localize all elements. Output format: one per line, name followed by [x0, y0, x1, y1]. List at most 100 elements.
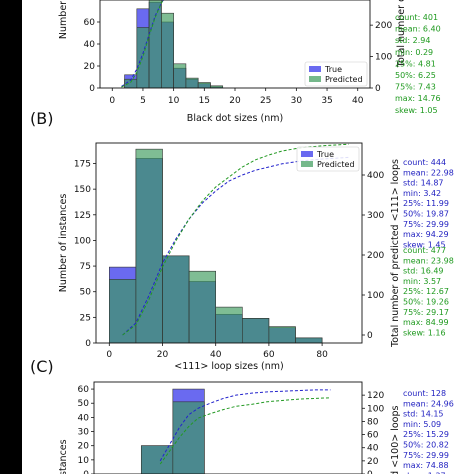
stats-predicted-line: 50%: 19.26 [403, 298, 449, 307]
stats-predicted-line: mean: 23.98 [403, 256, 454, 265]
y2-tick-label: 0 [375, 84, 381, 94]
stats-true-line: count: 128 [403, 389, 446, 398]
stats-predicted-line: count: 477 [403, 246, 446, 255]
legend-swatch-predicted [309, 76, 321, 82]
legend-swatch-predicted [301, 161, 313, 167]
stats-predicted-line: skew: 1.16 [403, 328, 446, 337]
stats-predicted-line: mean: 6.40 [395, 25, 441, 34]
x-tick-label: 20 [229, 96, 241, 106]
bar-predicted [215, 306, 243, 343]
stats-true-line: mean: 22.98 [403, 168, 454, 177]
bar-predicted [242, 318, 270, 343]
x-tick-label: 40 [210, 350, 222, 360]
y2-axis-label: Total number of [396, 0, 407, 68]
x-tick-label: 15 [199, 96, 210, 106]
y-axis-label: Number [58, 1, 69, 39]
y-tick-label: 50 [80, 288, 92, 298]
y-tick-label: 0 [89, 84, 95, 94]
bar-predicted [188, 270, 217, 343]
y-tick-label: 175 [74, 160, 91, 170]
bar-predicted [148, 0, 162, 88]
stats-predicted-line: count: 401 [395, 13, 438, 22]
legend-entry-true: True [324, 65, 342, 74]
y-tick-label: 75 [80, 262, 91, 272]
legend-entry-predicted: Predicted [317, 160, 355, 169]
stats-predicted-line: min: 0.29 [395, 48, 433, 57]
x-axis-label: Black dot sizes (nm) [187, 113, 283, 124]
x-tick-label: 30 [291, 96, 303, 106]
y-tick-label: 20 [84, 62, 96, 72]
stats-predicted-line: min: 3.57 [403, 277, 441, 286]
cumulative-line-predicted [159, 397, 331, 465]
plot-area [140, 388, 331, 474]
bar-predicted [172, 401, 205, 474]
y2-tick-label: 120 [367, 391, 384, 401]
legend-swatch-true [301, 151, 313, 157]
stats-predicted-line: 75%: 7.43 [395, 83, 436, 92]
y2-tick-label: 40 [367, 444, 379, 454]
stats-predicted-line: std: 2.94 [395, 36, 430, 45]
x-tick-label: 0 [109, 96, 115, 106]
bar-predicted [135, 148, 163, 343]
stats-true-line: min: 3.42 [403, 189, 441, 198]
stats-predicted-line: 50%: 6.25 [395, 71, 436, 80]
y2-tick-label: 0 [367, 331, 373, 341]
bar-predicted [210, 85, 224, 88]
bar-predicted [185, 77, 199, 88]
stats-true-line: 50%: 20.82 [403, 441, 449, 450]
y-tick-label: 100 [74, 236, 91, 246]
y-tick-label: 60 [84, 18, 96, 28]
y2-tick-label: 80 [367, 417, 379, 427]
stats-true-line: count: 444 [403, 158, 446, 167]
stats-true-line: skew: 1.45 [403, 240, 446, 249]
y-tick-label: 60 [78, 385, 90, 395]
cumulative-line-predicted [121, 0, 164, 88]
stats-true-line: std: 14.87 [403, 179, 444, 188]
y-tick-label: 20 [78, 442, 90, 452]
bar-predicted [162, 255, 190, 343]
panel-label: (C) [30, 357, 54, 376]
bar-predicted [109, 279, 137, 343]
stats-true-line: mean: 24.96 [403, 399, 454, 408]
bar-predicted [161, 12, 174, 88]
black-side-bar [0, 0, 22, 474]
y-tick-label: 40 [84, 40, 96, 50]
panel-1: 0 20 40 60 80 0 25 50 75 100 125 150 175 0 100 200 300 40… [30, 109, 454, 372]
stats-true-line: min: 5.09 [403, 420, 441, 429]
plot-area [121, 0, 224, 88]
y2-tick-label: 20 [367, 457, 379, 467]
y2-tick-label: 100 [367, 404, 384, 414]
bar-predicted [140, 445, 174, 474]
plot-area [109, 143, 349, 343]
y-tick-label: 0 [83, 470, 89, 474]
x-tick-label: 35 [321, 96, 332, 106]
legend-swatch-true [309, 66, 321, 72]
y2-tick-label: 100 [375, 53, 392, 63]
x-tick-label: 40 [352, 96, 364, 106]
y2-axis-label: ted <100> loops [390, 405, 401, 474]
stats-predicted-line: skew: 1.05 [395, 106, 438, 115]
x-tick-label: 0 [106, 350, 112, 360]
y-axis-label: instances [58, 439, 69, 474]
stats-predicted-line: 25%: 12.67 [403, 287, 449, 296]
x-axis-label: <111> loop sizes (nm) [174, 361, 283, 372]
stats-true-line: 50%: 19.87 [403, 210, 449, 219]
y2-axis-label: Total number of predicted <111> loops [390, 159, 401, 348]
x-tick-label: 80 [316, 350, 328, 360]
y2-tick-label: 100 [367, 291, 384, 301]
stats-true-line: std: 14.15 [403, 410, 444, 419]
legend-entry-true: True [316, 150, 334, 159]
panel-label: (B) [30, 109, 53, 128]
plot-frame [93, 381, 363, 474]
bar-predicted [197, 82, 211, 88]
stats-true-line: 75%: 29.99 [403, 451, 449, 460]
y2-tick-label: 200 [367, 251, 384, 261]
y2-tick-label: 400 [367, 171, 384, 181]
bar-predicted [295, 337, 323, 343]
y2-tick-label: 300 [367, 211, 384, 221]
cumulative-line-true [121, 0, 165, 87]
x-tick-label: 25 [260, 96, 271, 106]
y-axis-label: Number of instances [58, 194, 69, 293]
stats-predicted-line: 25%: 4.81 [395, 59, 436, 68]
